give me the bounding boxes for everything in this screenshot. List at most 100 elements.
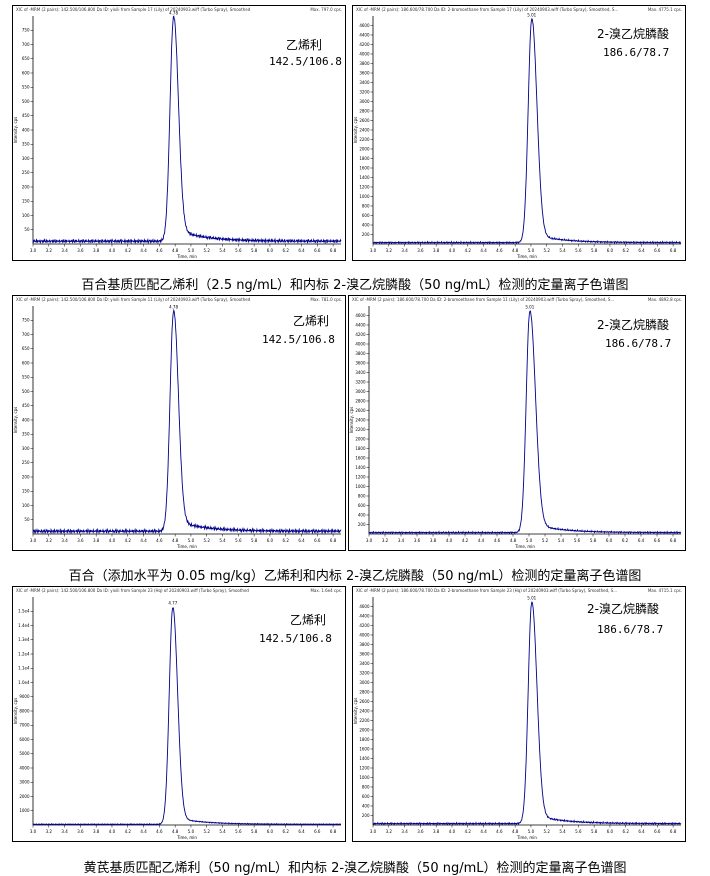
x-tick-label: 3.4 [61,538,68,543]
y-tick-label: 600 [362,213,370,218]
chromatogram-header: XIC of -MRM (2 pairs): 142.500/106.800 D… [16,588,249,593]
x-tick-label: 6.2 [283,248,290,253]
x-tick-label: 4.0 [109,538,116,543]
x-tick-label: 3.0 [370,829,377,834]
x-tick-label: 4.4 [480,829,487,834]
y-axis-label: Intensity, cps [13,698,18,725]
x-tick-label: 6.4 [298,248,305,253]
x-tick-label: 6.2 [283,538,290,543]
x-tick-label: 5.6 [235,538,242,543]
x-tick-label: 4.4 [140,248,147,253]
y-tick-label: 1.4e4 [18,623,30,628]
y-tick-label: 4000 [359,51,370,56]
y-tick-label: 3200 [359,670,370,675]
max-intensity: Max. 797.0 cps. [310,7,342,12]
y-tick-label: 2600 [359,118,370,123]
y-tick-label: 5000 [19,751,30,756]
chromatogram-plot: 3.0 3.2 3.4 3.6 3.8 4.0 4.2 4.4 4.6 4.8 5.0 5.2 5.4 5… [13,597,342,840]
x-tick-label: 4.6 [156,538,163,543]
y-tick-label: 1400 [359,756,370,761]
y-tick-label: 400 [22,127,30,132]
y-tick-label: 2800 [355,398,366,403]
y-tick-label: 400 [22,417,30,422]
x-tick-label: 3.8 [93,538,100,543]
y-tick-label: 4200 [355,332,366,337]
y-tick-label: 4600 [355,313,366,318]
peak-rt-label: 4.78 [169,305,178,310]
x-tick-label: 5.2 [544,248,551,253]
y-tick-label: 3400 [359,661,370,666]
y-tick-label: 1000 [19,808,30,813]
x-tick-label: 6.4 [638,248,645,253]
y-axis-label: Intensity, cps [13,117,18,144]
y-tick-label: 1000 [359,775,370,780]
x-tick-label: 5.2 [204,538,211,543]
y-tick-label: 2400 [359,127,370,132]
x-tick-label: 6.4 [638,538,645,543]
x-tick-label: 4.2 [465,248,472,253]
y-tick-label: 800 [362,784,370,789]
x-tick-label: 3.2 [382,538,389,543]
y-tick-label: 3600 [359,651,370,656]
x-tick-label: 4.8 [512,829,519,834]
y-tick-label: 1400 [355,465,366,470]
x-tick-label: 4.4 [140,829,147,834]
x-tick-label: 4.8 [510,538,517,543]
chromatogram-plot: 3.0 3.2 3.4 3.6 3.8 4.0 4.2 4.4 4.6 4.8 5.0 5.2 5.4 5… [353,12,682,259]
y-tick-label: 3000 [355,389,366,394]
x-tick-label: 3.2 [46,829,53,834]
y-tick-label: 600 [22,70,30,75]
y-tick-label: 550 [22,375,30,380]
x-tick-label: 4.4 [478,538,485,543]
y-tick-label: 200 [362,813,370,818]
x-tick-label: 5.6 [235,248,242,253]
x-tick-label: 5.4 [219,248,226,253]
x-tick-label: 4.6 [496,248,503,253]
x-axis-label: Time, min [516,835,537,840]
x-tick-label: 5.0 [188,829,195,834]
y-tick-label: 400 [362,803,370,808]
chromatogram-trace [32,607,342,826]
figure-caption-2: 百合（添加水平为 0.05 mg/kg）乙烯利和内标 2-溴乙烷膦酸（50 ng… [68,569,642,584]
x-tick-label: 5.6 [235,829,242,834]
x-tick-label: 6.4 [298,538,305,543]
y-tick-label: 700 [22,332,30,337]
x-tick-label: 6.2 [283,829,290,834]
y-tick-label: 3400 [359,80,370,85]
y-tick-label: 6000 [19,737,30,742]
y-tick-label: 3800 [359,642,370,647]
x-tick-label: 5.2 [204,248,211,253]
peak-rt-label: 4.78 [169,10,178,15]
x-tick-label: 4.8 [172,538,179,543]
y-tick-label: 400 [358,512,366,517]
x-tick-label: 3.6 [417,829,424,834]
x-tick-label: 5.4 [558,538,565,543]
y-tick-label: 450 [22,113,30,118]
x-tick-label: 6.6 [654,829,661,834]
y-tick-label: 800 [362,203,370,208]
ion-transition: 186.6/78.7 [597,623,664,636]
x-tick-label: 5.4 [559,829,566,834]
x-tick-label: 3.0 [30,538,37,543]
x-tick-label: 5.8 [251,538,258,543]
chromatogram-header: XIC of -MRM (2 pairs): 142.500/106.800 D… [16,7,251,12]
y-tick-label: 2000 [359,727,370,732]
x-tick-label: 4.4 [140,538,147,543]
y-tick-label: 3000 [359,680,370,685]
x-tick-label: 3.8 [93,829,100,834]
x-tick-label: 4.0 [446,538,453,543]
x-tick-label: 3.4 [398,538,405,543]
x-tick-label: 5.2 [544,829,551,834]
x-tick-label: 5.6 [575,248,582,253]
compound-name: 2-溴乙烷膦酸 [597,318,669,332]
y-axis-label: Intensity, cps [349,407,354,434]
x-tick-label: 5.8 [590,538,597,543]
y-tick-label: 2400 [359,708,370,713]
y-tick-label: 4600 [359,23,370,28]
x-tick-label: 6.6 [654,538,661,543]
y-tick-label: 1800 [359,737,370,742]
x-tick-label: 3.4 [61,829,68,834]
x-tick-label: 3.2 [46,248,53,253]
y-tick-label: 1000 [359,194,370,199]
chromatogram-panel-1: XIC of -MRM (2 pairs): 142.500/106.800 D… [12,5,346,261]
